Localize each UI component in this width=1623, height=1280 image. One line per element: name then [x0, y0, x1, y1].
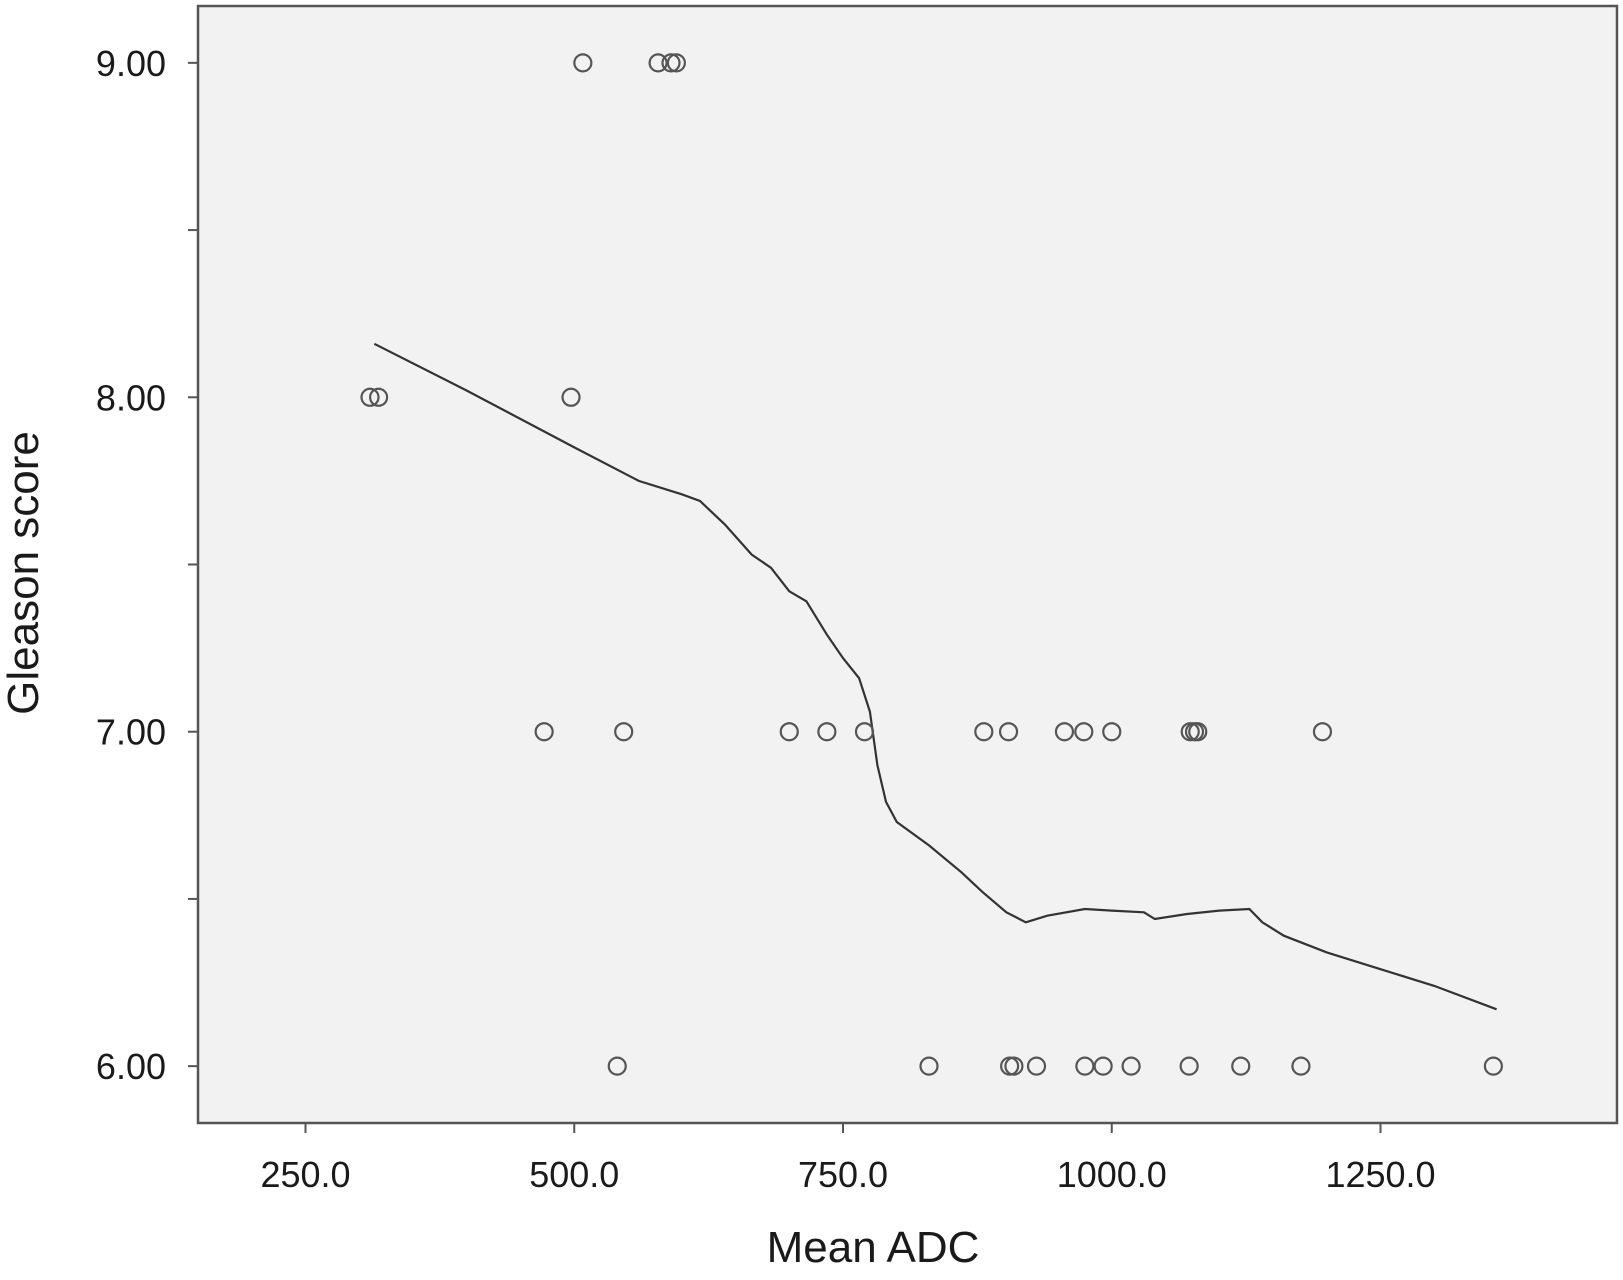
data-point	[1483, 1056, 1503, 1076]
y-tick-label: 6.00	[96, 1046, 166, 1087]
plot-area	[196, 4, 1619, 1125]
x-tick-label: 500.0	[529, 1154, 619, 1195]
y-tick-label: 7.00	[96, 712, 166, 753]
data-point	[661, 53, 681, 73]
y-tick-label: 9.00	[96, 43, 166, 84]
data-point	[666, 53, 686, 73]
x-tick-label: 250.0	[260, 1154, 350, 1195]
data-point	[1231, 1056, 1251, 1076]
data-point	[1291, 1056, 1311, 1076]
y-axis-title: Gleason score	[0, 431, 48, 715]
x-tick-label: 1250.0	[1325, 1154, 1435, 1195]
data-point	[919, 1056, 939, 1076]
data-point	[1121, 1056, 1141, 1076]
data-point	[1188, 722, 1208, 742]
data-point	[974, 722, 994, 742]
data-point	[369, 387, 389, 407]
data-point	[607, 1056, 627, 1076]
x-axis: 250.0 500.0 750.0 1000.0 1250.0	[260, 1123, 1436, 1195]
x-axis-title: Mean ADC	[767, 1223, 980, 1272]
data-point	[1075, 1056, 1095, 1076]
y-tick-label: 8.00	[96, 377, 166, 418]
y-axis: 6.00 7.00 8.00 9.00	[96, 43, 198, 1087]
data-point	[534, 722, 554, 742]
data-point	[1026, 1056, 1047, 1076]
x-tick-label: 1000.0	[1057, 1154, 1167, 1195]
data-point	[998, 722, 1019, 742]
data-point	[817, 722, 837, 742]
data-point	[1093, 1056, 1113, 1076]
data-point	[1102, 722, 1122, 742]
data-point	[1179, 1056, 1199, 1076]
data-point	[561, 387, 581, 407]
data-point	[1004, 1056, 1024, 1076]
data-point	[614, 722, 634, 742]
data-point	[779, 722, 799, 742]
data-points	[360, 53, 1503, 1076]
fit-line	[373, 342, 1497, 1011]
data-point	[854, 722, 875, 742]
data-point	[573, 53, 593, 73]
data-point	[1312, 722, 1333, 742]
data-point	[360, 387, 380, 407]
data-point	[1054, 722, 1075, 742]
data-point	[648, 53, 668, 73]
x-tick-label: 750.0	[798, 1154, 888, 1195]
data-point	[1074, 722, 1094, 742]
